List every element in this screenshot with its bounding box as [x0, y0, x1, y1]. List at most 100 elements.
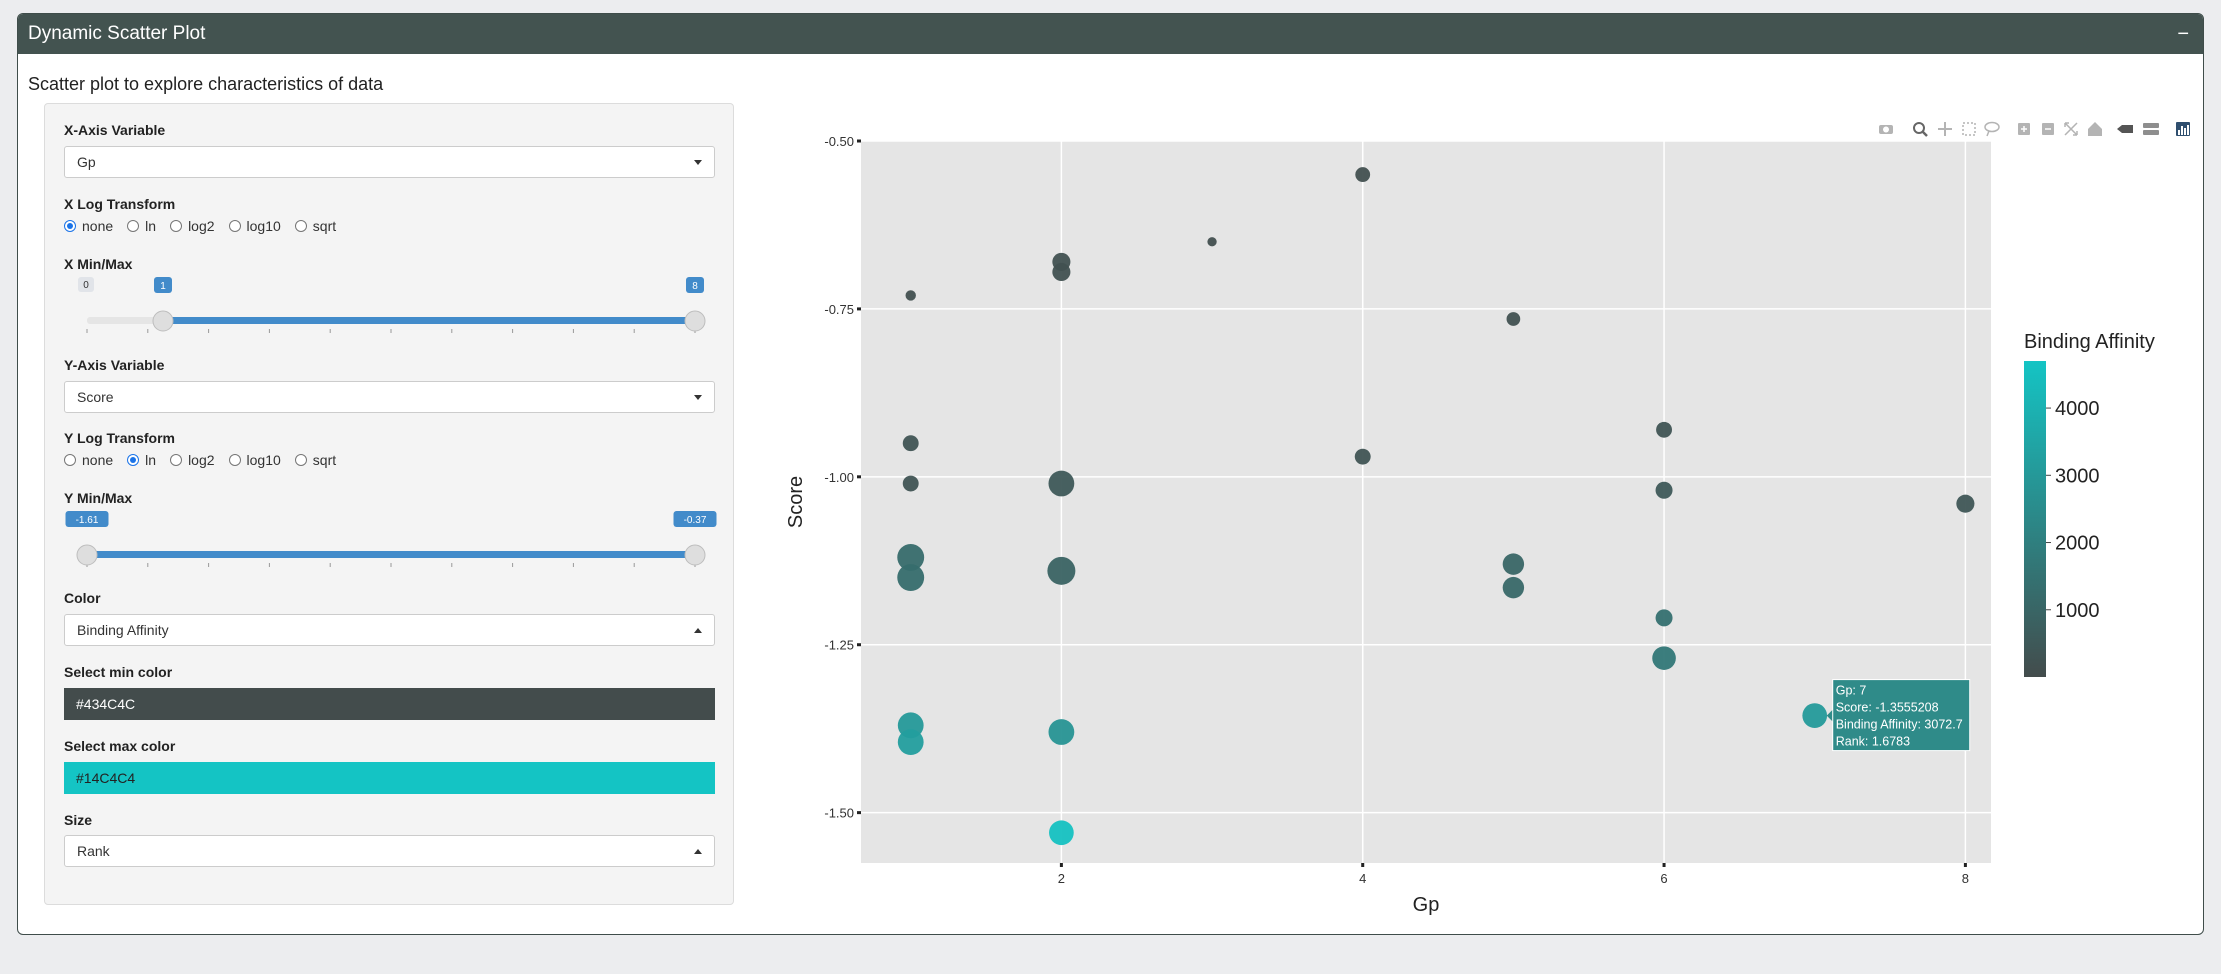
- scatter-point[interactable]: [1502, 576, 1525, 599]
- zoom-out-icon[interactable]: [2042, 123, 2054, 135]
- controls-sidebar: X-Axis Variable Gp X Log Transform none l…: [44, 103, 734, 905]
- scatter-point[interactable]: [1802, 703, 1828, 728]
- chevron-down-icon: [694, 159, 702, 165]
- y-axis-variable-select[interactable]: Score: [64, 381, 715, 413]
- radio-circle[interactable]: [228, 220, 241, 232]
- tooltip-line: Score: -1.3555208: [1836, 701, 1939, 715]
- x-log-transform-radios: none ln log2 log10 sqrt: [64, 218, 350, 234]
- scatter-point[interactable]: [1656, 421, 1673, 438]
- scatter-point[interactable]: [1655, 481, 1673, 499]
- scatter-point[interactable]: [1048, 719, 1075, 745]
- scatter-point[interactable]: [897, 564, 925, 592]
- tooltip-box: [1832, 679, 1971, 752]
- radio-sqrt[interactable]: sqrt: [294, 218, 336, 234]
- x-tick-label: 4: [1359, 871, 1366, 886]
- radio-log2[interactable]: log2: [170, 452, 215, 468]
- pan-icon[interactable]: [1938, 122, 1952, 136]
- scatter-point[interactable]: [1502, 553, 1525, 575]
- slider-from-badge: [65, 511, 109, 527]
- radio-log10[interactable]: log10: [228, 452, 281, 468]
- scatter-point[interactable]: [1049, 820, 1074, 846]
- radio-ln[interactable]: ln: [127, 452, 156, 468]
- camera-icon[interactable]: [1879, 125, 1893, 134]
- x-log-transform-label: X Log Transform: [64, 196, 176, 212]
- max-color-input[interactable]: #14C4C4: [64, 762, 715, 794]
- radio-circle[interactable]: [64, 454, 76, 466]
- lasso-select-icon[interactable]: [1984, 121, 2000, 137]
- scatter-point[interactable]: [1652, 646, 1676, 670]
- collapse-button[interactable]: −: [2177, 23, 2189, 45]
- slider-from-handle[interactable]: [152, 310, 174, 332]
- radio-circle[interactable]: [294, 454, 307, 466]
- scatter-point[interactable]: [1047, 556, 1076, 585]
- radio-circle[interactable]: [170, 220, 183, 232]
- slider-to-handle[interactable]: [684, 310, 706, 332]
- scatter-point[interactable]: [897, 729, 924, 756]
- zoom-in-icon[interactable]: [2018, 123, 2030, 135]
- radio-label: ln: [145, 218, 157, 234]
- scatter-point[interactable]: [1506, 312, 1521, 326]
- box-select-icon[interactable]: [1962, 122, 1976, 136]
- slider-to-handle[interactable]: [684, 544, 706, 566]
- modebar: [1879, 121, 2190, 137]
- scatter-point[interactable]: [902, 435, 919, 452]
- scatter-point[interactable]: [905, 290, 916, 301]
- scatter-plot[interactable]: 2 4 6 8 -0.50 -0.75 -1.00 -1.25 -1.50 Gp Score Gp: …: [758, 103, 2198, 933]
- slider-min-badge: [78, 277, 94, 292]
- autoscale-icon[interactable]: [2064, 122, 2078, 136]
- slider-range-bar[interactable]: [87, 551, 695, 558]
- radio-ln[interactable]: ln: [127, 218, 156, 234]
- zoom-icon[interactable]: [1913, 122, 1928, 137]
- radio-circle[interactable]: [294, 220, 307, 232]
- color-value: Binding Affinity: [77, 622, 169, 638]
- x-tick: [1963, 863, 1967, 867]
- scatter-point[interactable]: [897, 543, 925, 571]
- chevron-down-icon: [694, 394, 702, 400]
- chevron-up-icon: [694, 627, 702, 633]
- min-color-input[interactable]: #434C4C: [64, 688, 715, 720]
- y-tick-label: -1.00: [824, 470, 854, 485]
- radio-circle[interactable]: [64, 220, 76, 232]
- scatter-point[interactable]: [1048, 470, 1075, 497]
- radio-circle[interactable]: [127, 454, 140, 466]
- radio-none[interactable]: none: [64, 218, 113, 234]
- scatter-point[interactable]: [1207, 237, 1217, 247]
- scatter-point[interactable]: [1956, 494, 1975, 513]
- scatter-point[interactable]: [1354, 448, 1371, 465]
- y-axis-variable-value: Score: [77, 389, 114, 405]
- scatter-point[interactable]: [1655, 609, 1673, 627]
- color-select[interactable]: Binding Affinity: [64, 614, 715, 646]
- scatter-point[interactable]: [1355, 167, 1371, 182]
- colorbar-tick-label: 3000: [2055, 465, 2100, 487]
- radio-sqrt[interactable]: sqrt: [294, 452, 336, 468]
- y-tick-label: -0.50: [824, 134, 854, 149]
- x-minmax-slider[interactable]: 00.81.62.43.244.85.66.47.28018: [55, 276, 725, 336]
- slider-range-bar[interactable]: [163, 317, 695, 324]
- y-minmax-slider[interactable]: -1.61-1.48-1.35-1.22-1.09-0.96-0.83-0.7-…: [55, 510, 725, 570]
- spike-lines-icon[interactable]: [2117, 125, 2133, 133]
- size-label: Size: [64, 812, 93, 828]
- scatter-point[interactable]: [902, 475, 919, 492]
- radio-circle[interactable]: [170, 454, 183, 466]
- x-tick: [1059, 863, 1063, 867]
- radio-circle[interactable]: [228, 454, 241, 466]
- compare-hover-icon[interactable]: [2143, 123, 2159, 135]
- y-tick-label: -1.50: [824, 806, 854, 821]
- color-label: Color: [64, 590, 101, 606]
- radio-circle[interactable]: [127, 220, 140, 232]
- radio-log2[interactable]: log2: [170, 218, 215, 234]
- slider-to-label: 8: [692, 281, 698, 292]
- colorbar-tick-label: 1000: [2055, 600, 2100, 622]
- tooltip-pointer: [1826, 709, 1833, 722]
- y-tick: [857, 307, 861, 311]
- radio-log10[interactable]: log10: [228, 218, 281, 234]
- x-axis-variable-label: X-Axis Variable: [64, 122, 166, 138]
- radio-none[interactable]: none: [64, 452, 113, 468]
- size-select[interactable]: Rank: [64, 835, 715, 867]
- reset-axes-icon[interactable]: [2088, 122, 2102, 136]
- plotly-logo-icon[interactable]: [2176, 122, 2190, 136]
- scatter-point[interactable]: [1052, 262, 1071, 282]
- slider-from-handle[interactable]: [76, 544, 98, 566]
- x-tick-label: 6: [1660, 871, 1667, 886]
- x-axis-variable-select[interactable]: Gp: [64, 146, 715, 178]
